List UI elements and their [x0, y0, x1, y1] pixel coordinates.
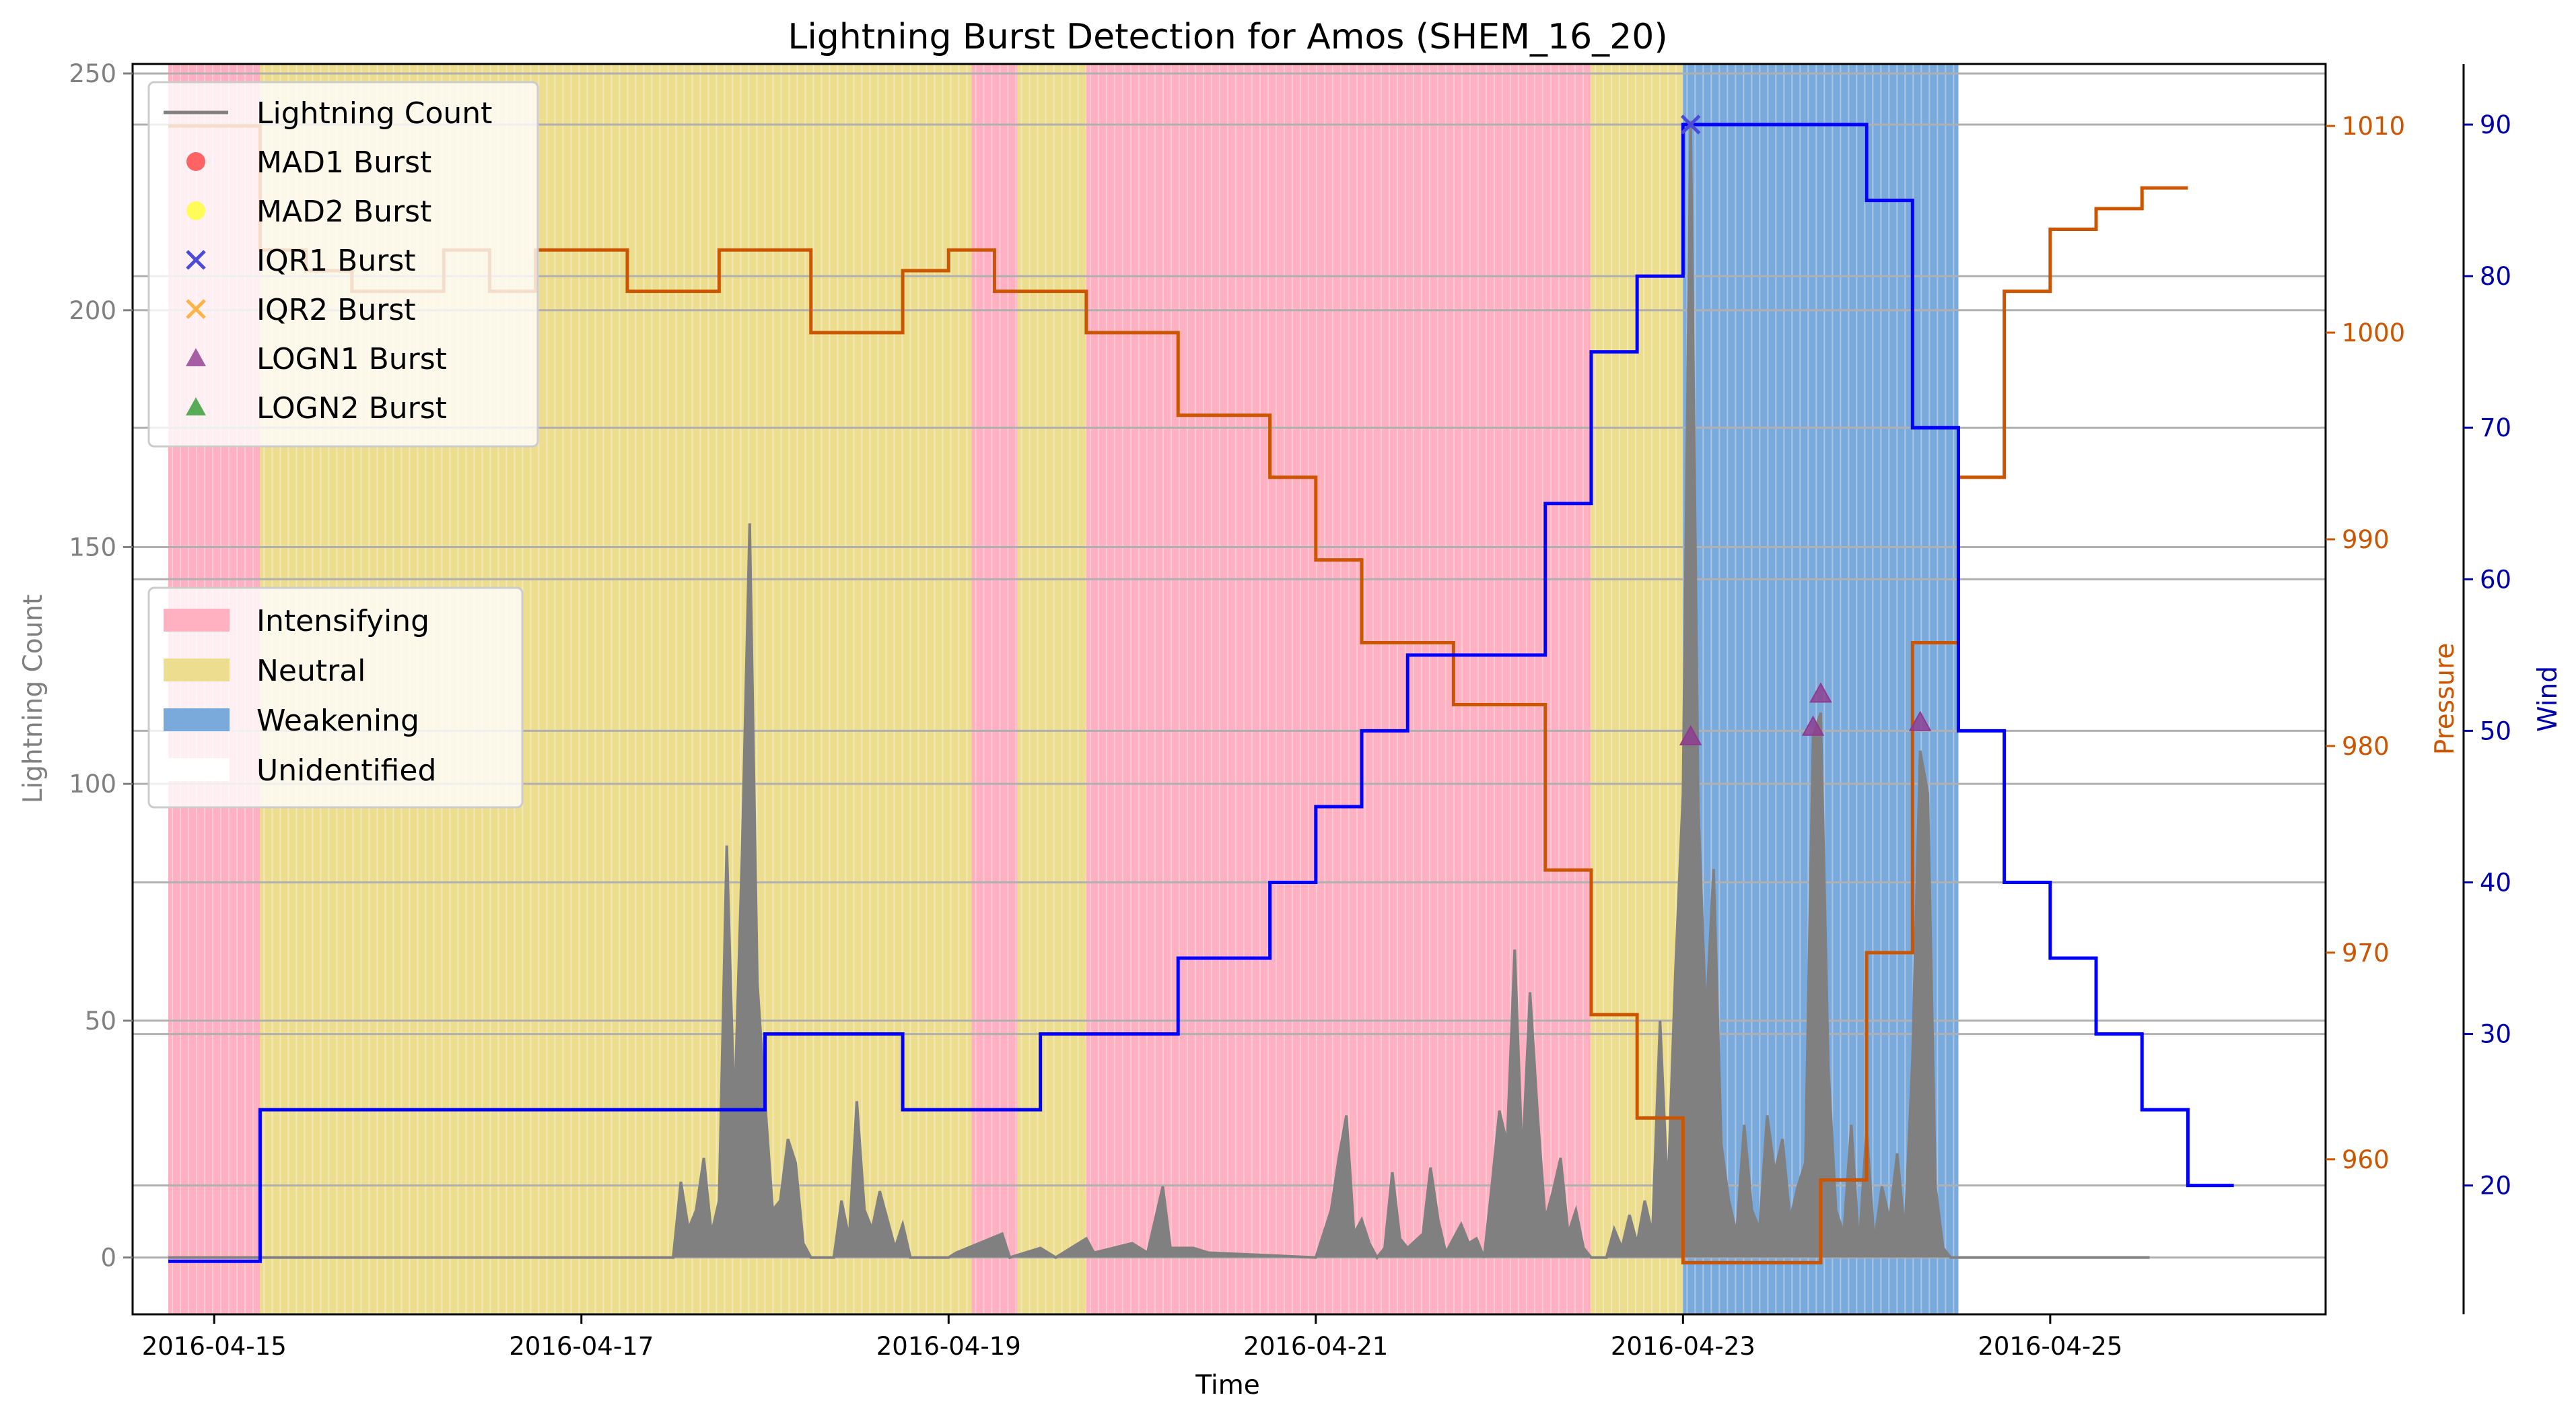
legend-swatch-weakening	[164, 708, 230, 731]
wind-tick-label: 90	[2480, 110, 2511, 139]
wind-line	[168, 123, 2234, 1263]
legend-label-logn1-burst: LOGN1 Burst	[256, 342, 447, 376]
burst-marker-logn1-burst-4	[1908, 710, 1932, 731]
phase-band-intensifying-4	[1086, 64, 1591, 1314]
legend-swatch-iqr1-burst	[186, 250, 206, 270]
pressure-tick-label: 990	[2342, 525, 2390, 554]
burst-markers	[1679, 114, 1932, 745]
lightning-count-area	[168, 121, 2150, 1260]
lightning-tick-label: 100	[69, 770, 116, 799]
pressure-tick-label: 980	[2342, 732, 2390, 761]
wind-tick-label: 80	[2480, 262, 2511, 291]
phase-band-hatch-1	[263, 64, 968, 1314]
legends: Lightning Count MAD1 Burst MAD2 Burst IQR1 …	[147, 81, 539, 809]
legend-label-weakening: Weakening	[256, 704, 419, 738]
burst-marker-iqr1-burst-0	[1680, 114, 1701, 135]
x-tick-label: 2016-04-15	[142, 1332, 287, 1361]
legend-label-neutral: Neutral	[256, 654, 365, 688]
lightning-tick-label: 50	[85, 1007, 116, 1036]
legend-series: Lightning Count MAD1 Burst MAD2 Burst IQR1 …	[147, 81, 539, 448]
wind-tick-label: 70	[2480, 413, 2511, 442]
lightning-tick-label: 200	[69, 296, 116, 325]
wind-tick-label: 40	[2480, 868, 2511, 897]
lightning-count-line	[168, 121, 2150, 1260]
lightning-tick-label: 250	[69, 59, 116, 88]
wind-axis-label: Wind	[2533, 666, 2563, 732]
x-tick-label: 2016-04-19	[876, 1332, 1021, 1361]
pressure-axis-label: Pressure	[2430, 643, 2460, 755]
plot-frame	[131, 63, 2327, 1316]
wind-tick-label: 50	[2480, 716, 2511, 745]
legend-label-mad1-burst: MAD1 Burst	[256, 145, 431, 180]
x-tick-label: 2016-04-25	[1978, 1332, 2122, 1361]
legend-swatch-unidentified	[164, 758, 230, 781]
x-axis-label: Time	[1195, 1370, 1259, 1401]
legend-label-iqr2-burst: IQR2 Burst	[256, 293, 416, 327]
pressure-tick-label: 1010	[2342, 112, 2405, 141]
legend-label-iqr1-burst: IQR1 Burst	[256, 244, 416, 278]
legend-label-logn2-burst: LOGN2 Burst	[256, 391, 447, 426]
pressure-tick-label: 1000	[2342, 318, 2405, 347]
chart-title: Lightning Burst Detection for Amos (SHEM…	[788, 17, 1667, 57]
legend-phases-box	[147, 586, 524, 809]
legend-phases: Intensifying Neutral Weakening Unidentified	[147, 586, 524, 809]
legend-label-intensifying: Intensifying	[256, 604, 429, 638]
wind-series	[168, 123, 2234, 1263]
lightning-axis-label: Lightning Count	[18, 595, 48, 804]
lightning-tick-label: 150	[69, 533, 116, 562]
wind-tick-label: 20	[2480, 1172, 2511, 1201]
legend-swatch-logn1-burst	[186, 348, 206, 366]
x-tick-label: 2016-04-17	[509, 1332, 654, 1361]
lightning-tick-label: 0	[100, 1244, 116, 1273]
wind-tick-label: 60	[2480, 565, 2511, 594]
pressure-tick-label: 970	[2342, 939, 2390, 968]
legend-swatch-mad2-burst	[186, 201, 205, 220]
phase-band-hatch-3	[1020, 64, 1087, 1314]
burst-marker-logn1-burst-3	[1809, 682, 1832, 703]
legend-swatch-logn2-burst	[186, 397, 206, 415]
legend-label-lightning-count: Lightning Count	[256, 96, 492, 131]
pressure-tick-label: 960	[2342, 1145, 2390, 1174]
legend-label-unidentified: Unidentified	[256, 753, 436, 788]
burst-marker-logn1-burst-1	[1679, 724, 1702, 745]
legend-series-box	[147, 81, 539, 448]
legend-swatch-neutral	[164, 659, 230, 681]
legend-swatch-mad1-burst	[186, 152, 205, 171]
phase-band-hatch-2	[975, 64, 1017, 1314]
phase-band-neutral-3	[1017, 64, 1086, 1314]
x-tick-label: 2016-04-21	[1243, 1332, 1388, 1361]
legend-swatch-iqr2-burst	[186, 299, 206, 319]
legend-label-mad2-burst: MAD2 Burst	[256, 195, 431, 229]
wind-tick-label: 30	[2480, 1020, 2511, 1049]
x-tick-label: 2016-04-23	[1611, 1332, 1755, 1361]
axes: 2016-04-15 2016-04-17 2016-04-19 2016-04-21…	[69, 59, 2511, 1361]
burst-marker-logn1-burst-2	[1801, 715, 1825, 736]
phase-band-hatch-5	[1594, 64, 1677, 1314]
legend-swatch-intensifying	[164, 609, 230, 632]
